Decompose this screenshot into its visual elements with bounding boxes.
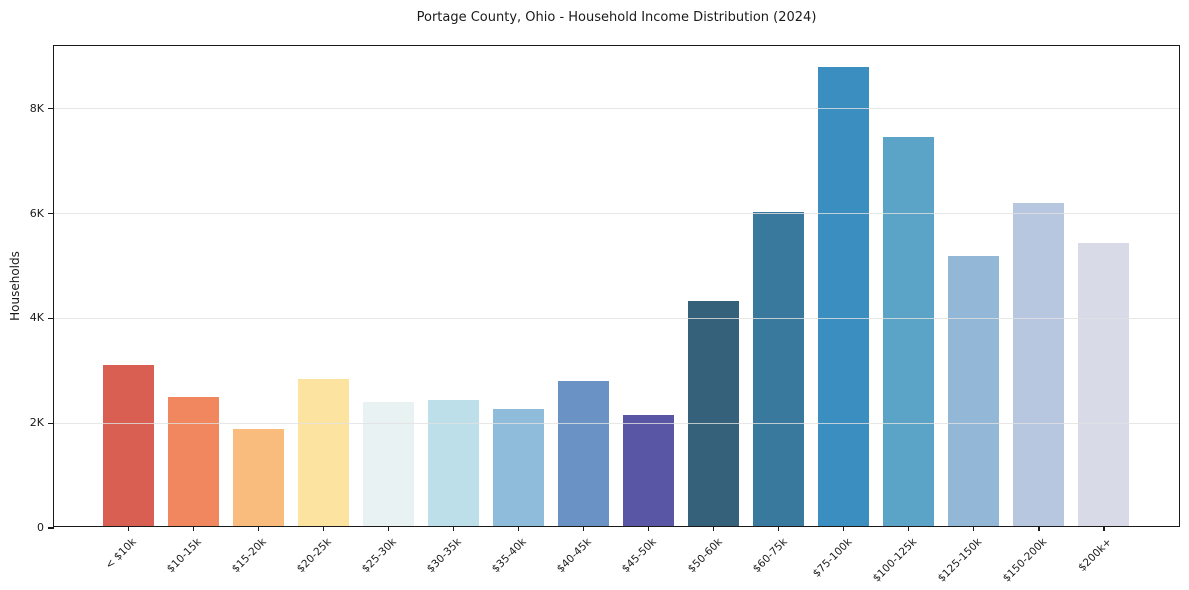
y-axis-tick [48, 108, 54, 110]
bar [1078, 242, 1130, 526]
x-axis-tick [257, 526, 260, 531]
x-tick-label: $10-15k [164, 536, 205, 576]
y-axis-tick [48, 527, 54, 529]
x-tick-label: $50-60k [685, 536, 725, 576]
x-tick-label: $30-35k [425, 536, 465, 576]
bar [298, 378, 350, 526]
gridline [54, 422, 1179, 424]
x-axis-tick [713, 526, 715, 531]
x-tick-label: $15-20k [229, 536, 270, 576]
x-tick-label: $35-40k [490, 536, 530, 576]
bar [623, 414, 675, 526]
x-tick-label: $60-75k [750, 536, 790, 576]
x-axis-tick [127, 526, 130, 531]
bar [428, 400, 480, 526]
x-axis-tick [322, 526, 325, 531]
x-axis-tick [1038, 526, 1040, 531]
y-axis-tick [48, 422, 54, 424]
bar [753, 211, 805, 526]
bar [883, 137, 935, 526]
bar [1013, 203, 1065, 526]
gridline [54, 213, 1179, 215]
bar [103, 365, 154, 526]
x-tick-label: $100-125k [870, 536, 920, 585]
x-axis-tick [388, 526, 390, 531]
x-tick-label: < $10k [103, 536, 139, 572]
bar [233, 428, 285, 526]
x-tick-label: $200k+ [1076, 536, 1115, 574]
y-tick-label: 8K [29, 101, 44, 115]
y-tick-label: 6K [29, 206, 44, 220]
x-axis-tick [648, 526, 650, 531]
y-axis-tick [48, 317, 54, 320]
gridline [54, 317, 1179, 319]
y-tick-label: 4K [29, 311, 44, 325]
x-axis-tick [1103, 526, 1105, 531]
x-tick-label: $75-100k [810, 536, 855, 580]
x-tick-label: $25-30k [360, 536, 400, 576]
bar [168, 396, 220, 526]
x-axis-tick [778, 526, 780, 531]
bar [818, 67, 870, 526]
x-axis-tick [518, 526, 520, 531]
bar [493, 409, 545, 526]
x-tick-label: $20-25k [294, 536, 335, 576]
y-axis-tick [48, 213, 54, 215]
x-tick-label: $40-45k [555, 536, 595, 576]
x-axis-tick [453, 526, 455, 531]
x-axis-tick [973, 526, 975, 531]
x-tick-label: $125-150k [935, 536, 985, 585]
bar [948, 256, 1000, 526]
x-axis-tick [843, 526, 845, 531]
bar [688, 301, 740, 526]
y-tick-label: 2K [29, 416, 44, 430]
gridline [54, 108, 1179, 110]
x-axis-tick [583, 526, 585, 531]
y-axis-label: Households [8, 251, 22, 321]
chart-title: Portage County, Ohio - Household Income … [416, 10, 817, 25]
x-axis-tick [908, 526, 910, 531]
x-axis-tick [192, 526, 195, 531]
bar [363, 402, 415, 526]
x-tick-label: $45-50k [620, 536, 660, 576]
y-tick-label: 0 [37, 521, 44, 534]
plot-area: 0 2K 4K 6K 8K < $10k $10-15k $15-20k $20-25k $25-… [30, 45, 1180, 585]
x-tick-label: $150-200k [1000, 536, 1050, 585]
bar [558, 380, 610, 526]
